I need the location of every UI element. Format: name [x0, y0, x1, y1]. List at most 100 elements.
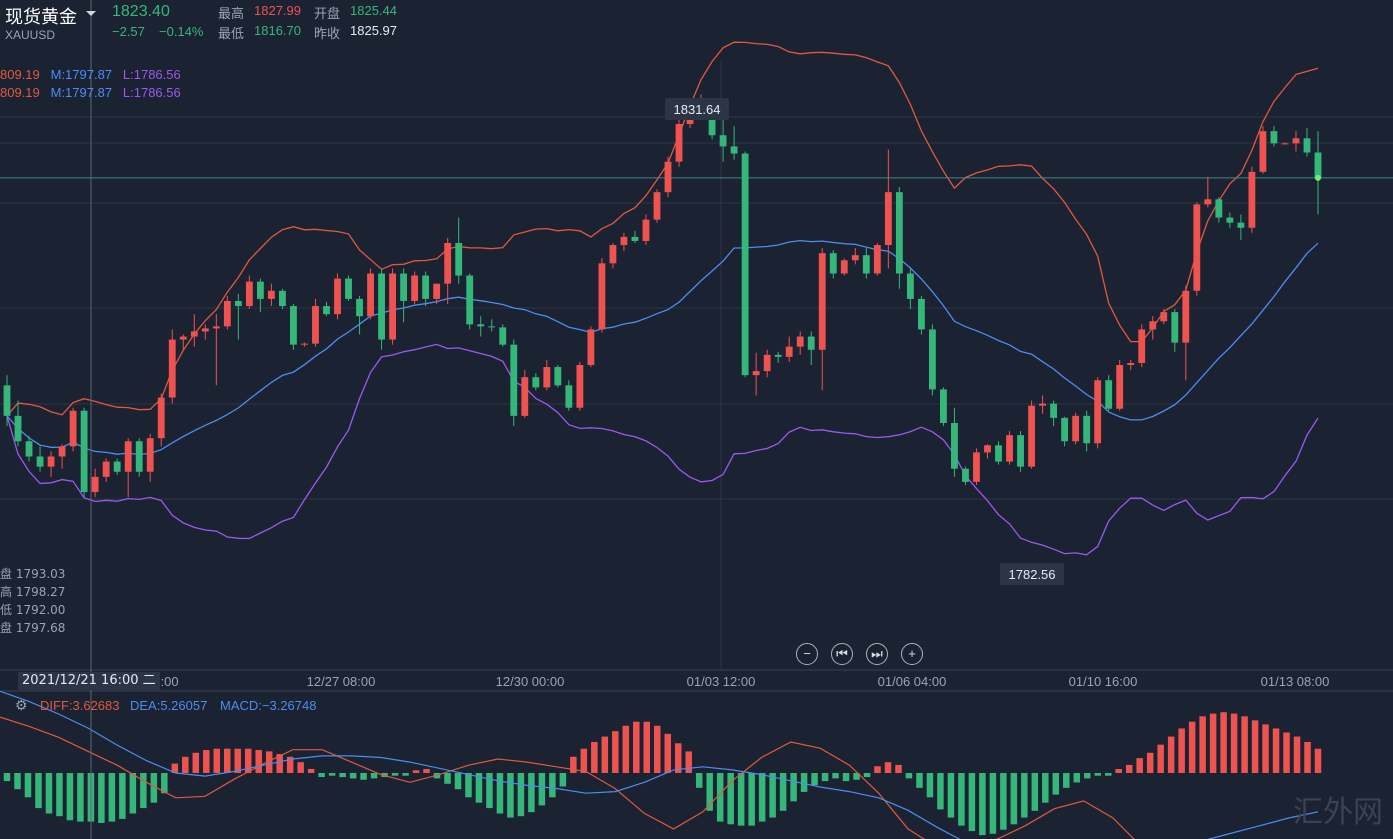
macd-histogram-bar	[140, 773, 147, 809]
candle-body	[807, 336, 815, 350]
x-tick-label: 01/03 12:00	[687, 674, 756, 689]
macd-histogram-bar	[528, 773, 535, 813]
macd-histogram-bar	[349, 773, 357, 779]
ohlc-close: 盘 1797.68	[0, 621, 66, 635]
macd-histogram-bar	[402, 773, 409, 776]
candle-body	[1072, 415, 1080, 442]
macd-diff-label: DIFF:3.62683	[40, 698, 120, 713]
macd-histogram-bar	[98, 773, 105, 823]
macd-histogram-bar	[192, 752, 200, 773]
macd-histogram-bar	[1241, 716, 1248, 773]
candle-body	[796, 336, 804, 347]
candle-body	[873, 245, 881, 274]
candle-body	[1248, 171, 1256, 228]
macd-histogram-bar	[412, 770, 420, 773]
macd-histogram-bar	[297, 762, 304, 773]
macd-histogram-bar	[1063, 773, 1070, 788]
candle-body	[1292, 138, 1300, 144]
candle-body	[1017, 435, 1024, 467]
macd-histogram-bar	[1052, 773, 1060, 795]
macd-histogram-bar	[1314, 748, 1322, 773]
macd-histogram-bar	[538, 773, 546, 806]
instrument-symbol: XAUUSD	[5, 28, 56, 42]
macd-histogram-bar	[874, 766, 881, 773]
zoom-out-button[interactable]: −	[796, 643, 818, 665]
candle-body	[917, 298, 925, 330]
candle-body	[444, 243, 452, 284]
candle-body	[532, 377, 540, 388]
macd-histogram-bar	[45, 773, 53, 814]
price-annotations: 1831.64 1782.56	[665, 98, 1064, 585]
macd-histogram-bar	[1010, 773, 1018, 825]
macd-histogram-bar	[203, 750, 210, 773]
ohlc-high: 高 1798.27	[0, 585, 66, 599]
candle-body	[730, 146, 738, 154]
macd-histogram-bar	[800, 773, 808, 792]
candle-body	[301, 343, 308, 345]
macd-histogram-bar	[1251, 720, 1259, 773]
boll-lower-value: L:1786.56	[122, 67, 181, 82]
macd-histogram-bar	[496, 773, 504, 814]
macd-histogram-bar	[339, 773, 346, 778]
x-tick-label: 2:00	[153, 674, 178, 689]
macd-histogram-bar	[1146, 752, 1154, 773]
candle-body	[851, 255, 859, 261]
boll-lower-line	[6, 343, 1319, 556]
gear-icon[interactable]: ⚙	[15, 697, 28, 713]
macd-histogram-bar	[24, 773, 32, 798]
zoom-in-button[interactable]: +	[901, 643, 923, 665]
candle-body	[1281, 143, 1289, 145]
open-value: 1825.44	[350, 3, 397, 18]
macd-histogram-bar	[664, 733, 671, 773]
candle-body	[653, 192, 661, 220]
candle-body	[124, 441, 132, 472]
candle-body	[984, 445, 991, 453]
candle-body	[91, 476, 99, 493]
prev-close-label: 昨收	[314, 27, 341, 42]
candle-body	[1006, 435, 1013, 462]
candle-body	[400, 273, 408, 301]
macd-histogram-bar	[1104, 773, 1112, 776]
candle-body	[598, 263, 606, 330]
candle-body	[1171, 312, 1179, 343]
quote-header: 现货黄金 XAUUSD 1823.40 −2.57 −0.14% 最高 1827…	[0, 0, 700, 50]
candle-body	[1270, 131, 1278, 144]
annotation-box	[1000, 563, 1064, 585]
candle-body	[267, 290, 275, 299]
instrument-title[interactable]: 现货黄金	[5, 7, 77, 28]
boll-upper-value: 809.19	[0, 85, 40, 100]
ohlc-low: 低 1792.00	[0, 603, 66, 617]
candle-body	[80, 410, 88, 493]
macd-histogram-bar	[790, 773, 797, 802]
macd-histogram-bar	[1199, 716, 1206, 773]
boll-mid-value: M:1797.87	[50, 85, 113, 100]
macd-histogram-bar	[77, 773, 84, 822]
candle-body	[1303, 138, 1311, 153]
boll-legend-row-2: 809.19 M:1797.87 L:1786.56	[0, 85, 181, 100]
macd-histogram-bar	[716, 773, 724, 822]
macd-histogram-bar	[1136, 758, 1143, 773]
macd-value-label: MACD:−3.26748	[220, 698, 317, 713]
candle-body	[102, 461, 110, 477]
macd-histogram-bar	[685, 751, 692, 773]
macd-histogram-bar	[265, 751, 273, 773]
macd-histogram-bar	[779, 773, 787, 811]
candle-body	[345, 278, 352, 299]
scroll-start-button[interactable]: ⏮	[831, 643, 853, 665]
candle-body	[763, 354, 771, 372]
candle-body	[587, 329, 595, 365]
scroll-end-button[interactable]: ⏭	[866, 643, 888, 665]
candle-body	[1094, 380, 1102, 444]
chevron-down-icon[interactable]	[86, 11, 96, 16]
candle-body	[620, 236, 628, 246]
annotation-box	[665, 98, 729, 120]
macd-histogram-bar	[958, 773, 965, 826]
candle-body	[895, 192, 903, 274]
candle-body	[951, 422, 958, 469]
macd-histogram-bar	[863, 773, 871, 778]
macd-histogram-bar	[1220, 712, 1227, 773]
boll-upper-value: 809.19	[0, 67, 40, 82]
candle-body	[146, 438, 154, 472]
macd-histogram-bar	[884, 762, 892, 773]
